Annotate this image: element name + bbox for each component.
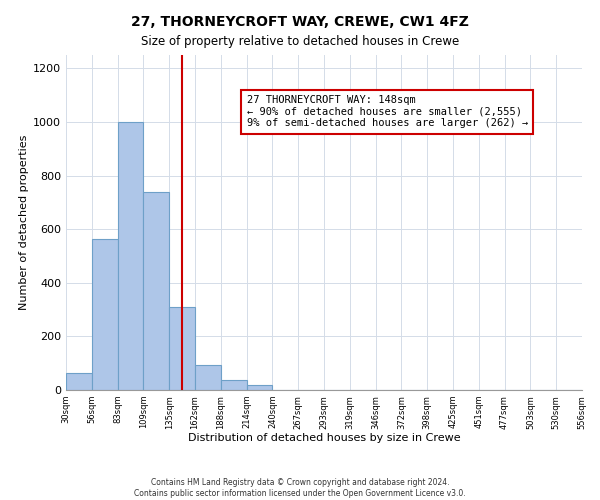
Text: Size of property relative to detached houses in Crewe: Size of property relative to detached ho… bbox=[141, 35, 459, 48]
Text: 27, THORNEYCROFT WAY, CREWE, CW1 4FZ: 27, THORNEYCROFT WAY, CREWE, CW1 4FZ bbox=[131, 15, 469, 29]
Bar bbox=[221, 380, 247, 390]
Bar bbox=[118, 122, 143, 390]
Bar bbox=[169, 307, 195, 390]
Text: Contains HM Land Registry data © Crown copyright and database right 2024.
Contai: Contains HM Land Registry data © Crown c… bbox=[134, 478, 466, 498]
Y-axis label: Number of detached properties: Number of detached properties bbox=[19, 135, 29, 310]
Bar bbox=[66, 372, 92, 390]
Bar bbox=[143, 192, 169, 390]
X-axis label: Distribution of detached houses by size in Crewe: Distribution of detached houses by size … bbox=[188, 433, 460, 443]
Bar bbox=[195, 364, 221, 390]
Bar bbox=[92, 238, 118, 390]
Bar bbox=[247, 384, 272, 390]
Text: 27 THORNEYCROFT WAY: 148sqm
← 90% of detached houses are smaller (2,555)
9% of s: 27 THORNEYCROFT WAY: 148sqm ← 90% of det… bbox=[247, 95, 528, 128]
